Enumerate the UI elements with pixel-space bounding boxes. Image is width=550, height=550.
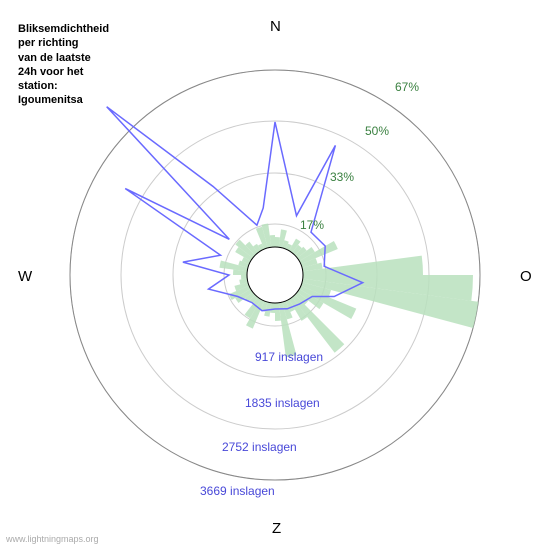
strike-label: 3669 inslagen — [200, 484, 275, 498]
pct-label: 17% — [300, 218, 324, 232]
cardinal-z: Z — [272, 520, 281, 537]
strike-label: 2752 inslagen — [222, 440, 297, 454]
pct-label: 50% — [365, 124, 389, 138]
cardinal-o: O — [520, 268, 532, 285]
cardinal-n: N — [270, 18, 281, 35]
pct-label: 67% — [395, 80, 419, 94]
strike-label: 917 inslagen — [255, 350, 323, 364]
cardinal-w: W — [18, 268, 32, 285]
pct-label: 33% — [330, 170, 354, 184]
chart-title: Bliksemdichtheid per richting van de laa… — [18, 22, 109, 108]
strike-label: 1835 inslagen — [245, 396, 320, 410]
footer-link: www.lightningmaps.org — [6, 534, 99, 544]
